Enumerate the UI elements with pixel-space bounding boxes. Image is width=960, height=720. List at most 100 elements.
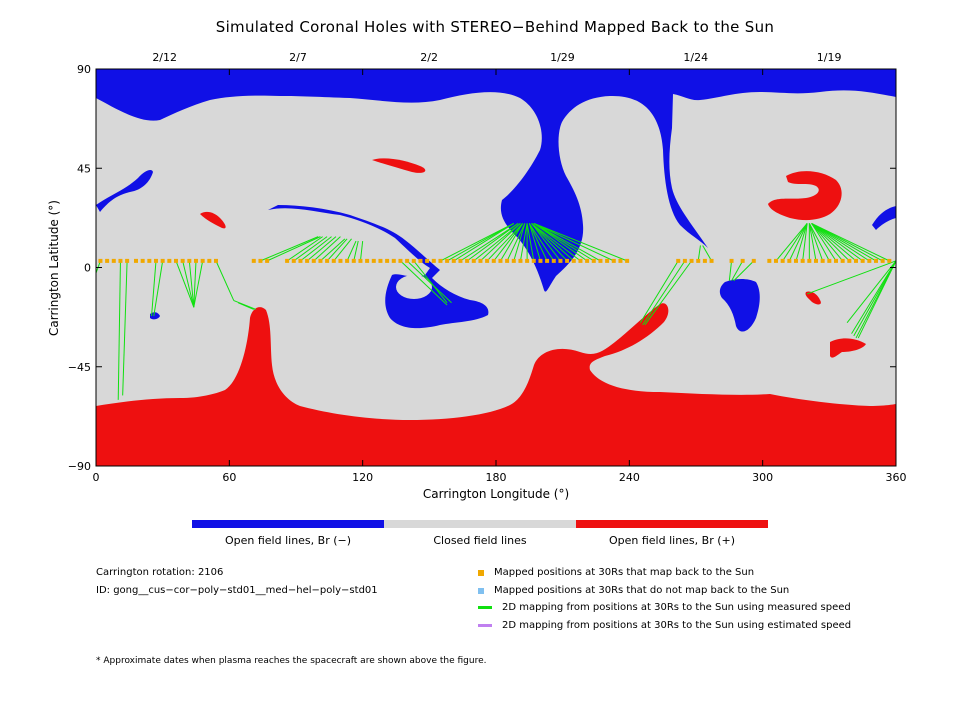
- footpoint-link: [182, 260, 195, 308]
- footpoint-link: [480, 223, 521, 262]
- y-tick-label: −90: [68, 460, 91, 473]
- footpoint-link: [702, 245, 712, 262]
- footpoint-link: [506, 223, 526, 262]
- footpoint-link: [697, 245, 701, 261]
- mapped-point: [140, 258, 145, 263]
- footpoint-link: [808, 223, 830, 262]
- footpoint-link: [293, 236, 328, 262]
- mapped-point: [305, 258, 310, 263]
- y-tick-label: 45: [77, 162, 91, 175]
- footpoint-link: [533, 222, 595, 262]
- mapped-point: [840, 258, 845, 263]
- mapped-point: [511, 258, 516, 263]
- footpoint-link: [531, 222, 581, 262]
- mapped-points: [98, 258, 892, 263]
- mapped-point: [854, 258, 858, 263]
- footpoint-link: [117, 260, 121, 400]
- footpoint-link: [320, 238, 346, 262]
- footpoint-link: [775, 223, 808, 262]
- mapped-point: [471, 258, 476, 263]
- footpoint-link: [153, 260, 164, 317]
- neg-hole-small: [150, 312, 160, 320]
- footpoint-link: [811, 223, 850, 262]
- footpoint-link: [811, 223, 857, 262]
- mapped-point: [887, 258, 892, 263]
- mapped-point: [378, 258, 383, 263]
- footpoint-link: [151, 260, 157, 317]
- footpoint-link: [400, 260, 448, 306]
- footpoint-link: [788, 223, 808, 262]
- mapped-point: [311, 258, 316, 263]
- mapped-point: [154, 258, 158, 263]
- footpoint-link: [333, 238, 352, 262]
- mapped-point: [251, 258, 256, 263]
- pos-hole-east-mid: [830, 338, 866, 358]
- mapped-point: [827, 258, 832, 263]
- footpoint-link: [642, 260, 686, 326]
- footpoint-link: [519, 223, 528, 261]
- x-axis-label: Carrington Longitude (°): [423, 487, 569, 501]
- footpoint-link: [122, 260, 128, 396]
- footpoint-link: [533, 222, 601, 262]
- mapped-point: [365, 258, 370, 263]
- footpoint-link: [460, 222, 519, 262]
- legend-estimated-line: [478, 624, 492, 627]
- mapped-point: [800, 258, 805, 263]
- mapped-point: [505, 258, 510, 263]
- footpoint-link: [266, 236, 321, 262]
- mapped-point: [611, 258, 616, 263]
- footpoint-link: [851, 260, 896, 334]
- y-axis-label: Carrington Latitude (°): [47, 200, 61, 336]
- footpoint-link: [513, 223, 526, 262]
- legend-mapped-label: Mapped positions at 30Rs that map back t…: [494, 567, 755, 578]
- mapped-point: [118, 258, 123, 263]
- south-polar-hole: [96, 303, 896, 466]
- mapped-point: [689, 258, 694, 263]
- mapped-point: [351, 258, 356, 263]
- footpoint-link: [644, 260, 692, 326]
- footpoint-link: [802, 223, 808, 261]
- footpoint-link: [811, 223, 837, 262]
- mapped-point: [391, 258, 396, 263]
- colorbar: [192, 520, 768, 528]
- mapped-point: [180, 258, 185, 263]
- mapped-point: [565, 258, 570, 263]
- mapped-point: [338, 258, 343, 263]
- mapped-point: [445, 258, 450, 263]
- mapped-point: [538, 258, 543, 263]
- footpoint-link: [440, 222, 515, 262]
- mapped-point: [187, 258, 192, 263]
- mapped-point: [174, 258, 178, 263]
- mapped-point: [345, 258, 350, 263]
- pos-hole-northeast: [768, 171, 842, 221]
- footpoint-link: [413, 260, 448, 304]
- mapped-point: [578, 258, 583, 263]
- mapped-point: [451, 258, 456, 263]
- footpoint-link: [238, 302, 254, 310]
- date-tick-label: 1/29: [550, 51, 575, 64]
- date-tick-label: 1/24: [683, 51, 708, 64]
- footpoint-link: [533, 222, 614, 262]
- mapped-point: [525, 258, 530, 263]
- footpoint-link: [313, 236, 341, 262]
- legend-measured-line: [478, 606, 492, 609]
- north-polar-hole: [96, 69, 896, 292]
- mapped-point: [385, 258, 390, 263]
- footpoint-link: [811, 222, 870, 262]
- mapped-point: [438, 258, 443, 263]
- footpoint-link: [96, 260, 101, 275]
- footpoint-link: [733, 260, 755, 282]
- mapped-point: [585, 258, 590, 263]
- mapped-point: [774, 258, 778, 263]
- mapped-point: [729, 258, 734, 263]
- footpoint-link: [453, 222, 515, 262]
- footpoint-link: [846, 260, 896, 323]
- footpoint-link: [486, 223, 524, 262]
- legend-estimated-label: 2D mapping from positions at 30Rs to the…: [502, 620, 852, 631]
- mapped-point: [702, 258, 707, 263]
- mapped-point: [682, 258, 687, 263]
- footnote: * Approximate dates when plasma reaches …: [96, 656, 487, 666]
- mapped-point: [358, 258, 363, 263]
- legend-not-mapped: Mapped positions at 30Rs that do not map…: [478, 585, 789, 596]
- footpoint-link: [811, 222, 863, 262]
